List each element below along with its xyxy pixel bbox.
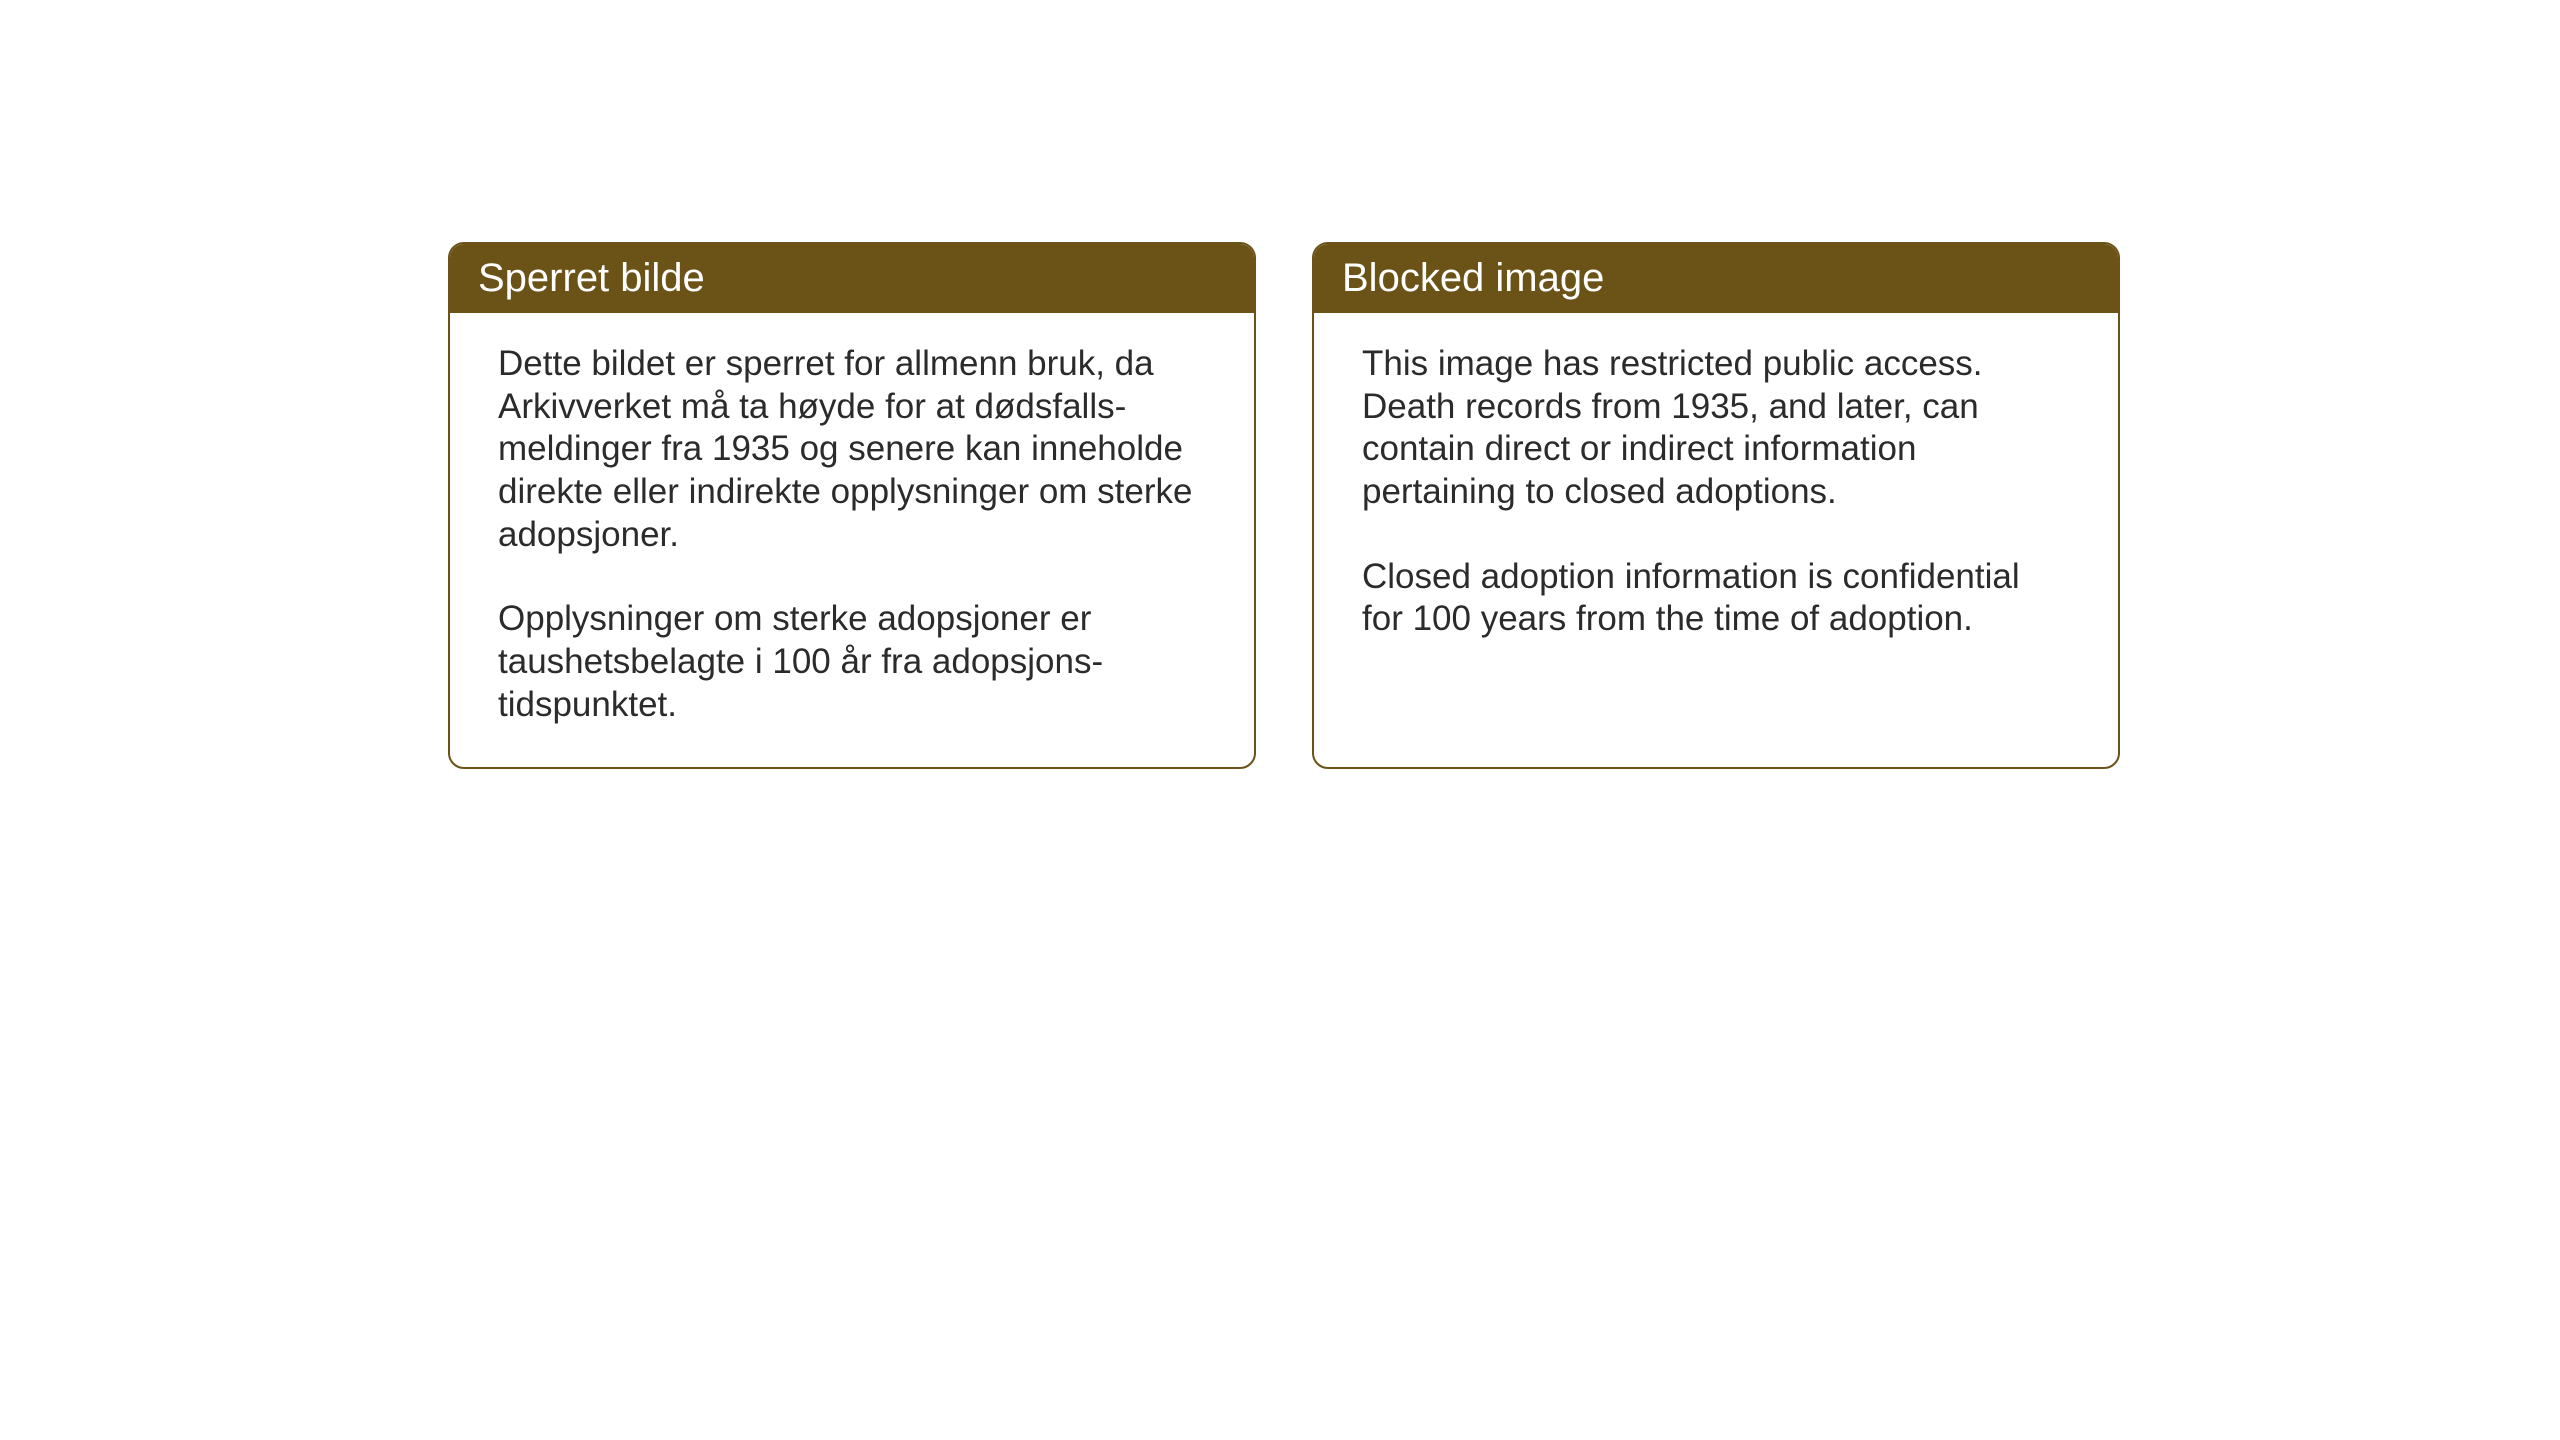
- norwegian-card: Sperret bilde Dette bildet er sperret fo…: [448, 242, 1256, 769]
- english-card-body: This image has restricted public access.…: [1314, 313, 2118, 681]
- english-paragraph-1: This image has restricted public access.…: [1362, 343, 2070, 514]
- english-paragraph-2: Closed adoption information is confident…: [1362, 556, 2070, 641]
- norwegian-card-header: Sperret bilde: [450, 244, 1254, 313]
- norwegian-card-title: Sperret bilde: [478, 256, 705, 300]
- cards-container: Sperret bilde Dette bildet er sperret fo…: [448, 242, 2120, 769]
- english-card-header: Blocked image: [1314, 244, 2118, 313]
- norwegian-paragraph-1: Dette bildet er sperret for allmenn bruk…: [498, 343, 1206, 556]
- english-card-title: Blocked image: [1342, 256, 1604, 300]
- norwegian-card-body: Dette bildet er sperret for allmenn bruk…: [450, 313, 1254, 767]
- english-card: Blocked image This image has restricted …: [1312, 242, 2120, 769]
- norwegian-paragraph-2: Opplysninger om sterke adopsjoner er tau…: [498, 598, 1206, 726]
